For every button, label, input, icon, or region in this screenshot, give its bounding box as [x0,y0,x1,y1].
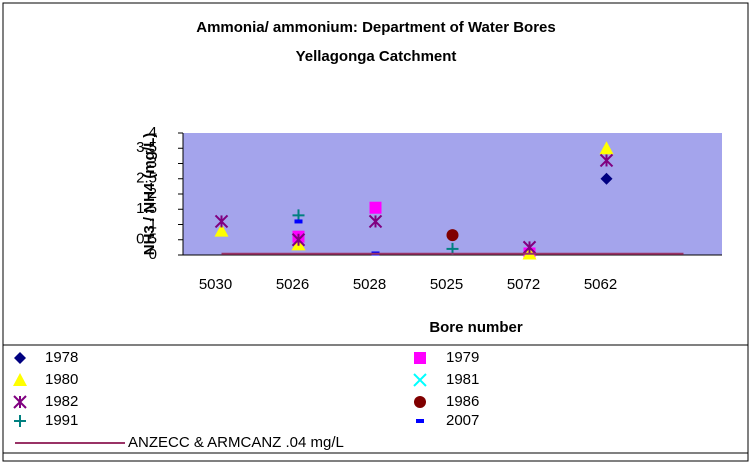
legend-swatch [414,396,426,408]
legend-swatch [13,395,27,409]
data-point [599,153,614,168]
data-point [368,214,383,229]
legend-label: 1991 [45,412,78,429]
data-point [599,141,614,155]
x-tick-label: 5072 [507,276,540,293]
marker-shape [214,223,229,237]
data-point [214,214,229,229]
data-point [369,201,382,214]
marker-shape [414,396,426,408]
x-tick-label: 5028 [353,276,386,293]
x-tick-label: 5062 [584,276,617,293]
y-tick-label: 2.5 [136,170,157,187]
y-tick-label: 0 [149,246,157,263]
data-point [291,233,306,247]
marker-shape [599,141,614,155]
y-tick-label: 4 [149,124,157,141]
y-tick-label: 3.5 [136,139,157,156]
chart-title: Ammonia/ ammonium: Department of Water B… [196,19,556,36]
marker-shape [414,352,426,364]
marker-shape [413,373,427,387]
x-axis-title: Bore number [429,319,523,336]
marker-shape [13,373,27,386]
data-point [600,172,613,185]
legend-label: ANZECC & ARMCANZ .04 mg/L [128,434,344,451]
data-point [294,219,303,224]
data-point [292,209,305,222]
legend-label: 1981 [446,371,479,388]
legend-label: 1980 [45,371,78,388]
data-point [522,240,537,255]
legend-swatch [416,419,424,423]
data-point [446,229,459,242]
legend-label: 1982 [45,393,78,410]
y-tick-label: 1.5 [136,200,157,217]
chart-subtitle: Yellagonga Catchment [296,48,457,65]
marker-shape [294,219,303,224]
x-tick-label: 5025 [430,276,463,293]
x-tick-label: 5026 [276,276,309,293]
marker-shape [600,172,613,185]
legend-label: 1986 [446,393,479,410]
y-axis-title: NH3 / NH4 (mg/L) [141,133,158,256]
legend-swatch [13,373,27,386]
legend-label: 1978 [45,349,78,366]
y-tick-label: 3 [149,154,157,171]
y-tick-label: 0.5 [136,231,157,248]
legend-label: 1979 [446,349,479,366]
legend-swatch [14,415,26,427]
marker-shape [14,352,26,364]
legend-swatch [14,352,26,364]
legend-swatch [414,352,426,364]
x-tick-label: 5030 [199,276,232,293]
y-tick-label: 1 [149,215,157,232]
y-tick-label: 2 [149,185,157,202]
data-point [214,223,229,237]
marker-shape [416,419,424,423]
legend-swatch [413,373,427,387]
legend-label: 2007 [446,412,479,429]
marker-shape [369,201,382,214]
marker-shape [446,229,459,242]
